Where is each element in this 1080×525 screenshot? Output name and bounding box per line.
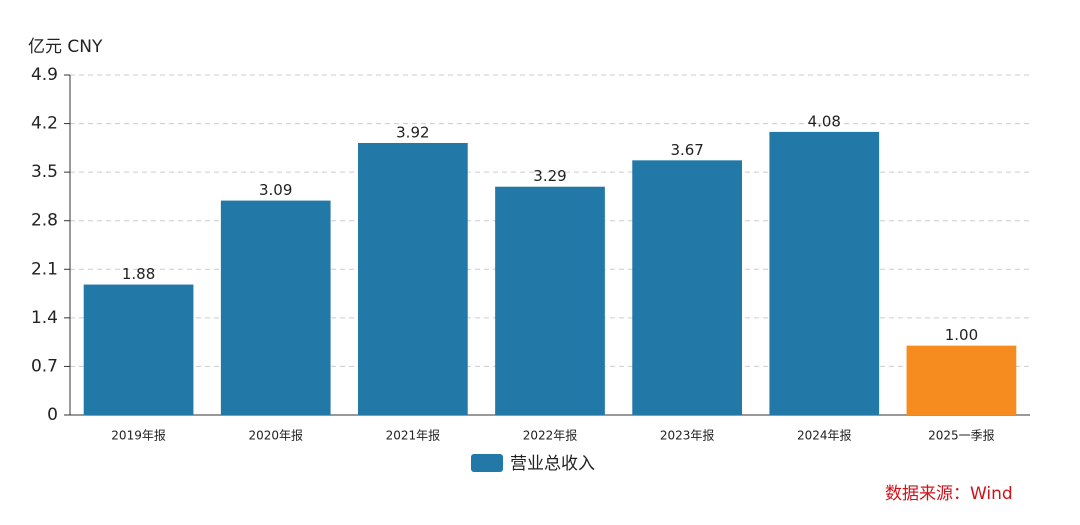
bar — [632, 160, 742, 415]
x-tick-label: 2020年报 — [248, 428, 303, 443]
x-tick-label: 2023年报 — [660, 428, 715, 443]
legend-label: 营业总收入 — [510, 454, 595, 474]
x-tick-label: 2025一季报 — [928, 428, 995, 443]
x-tick-label: 2024年报 — [797, 428, 852, 443]
bar — [358, 143, 468, 415]
value-label: 3.09 — [259, 181, 292, 199]
y-tick-label: 3.5 — [31, 162, 58, 182]
y-tick-label: 1.4 — [31, 308, 58, 328]
y-tick-label: 4.9 — [31, 65, 58, 85]
y-tick-label: 0.7 — [31, 356, 58, 376]
y-tick-label: 2.8 — [31, 211, 58, 231]
bar — [906, 345, 1017, 415]
value-label: 3.67 — [670, 141, 703, 159]
bar — [769, 131, 880, 416]
y-tick-label: 4.2 — [31, 114, 58, 134]
value-label: 1.00 — [945, 326, 978, 344]
y-tick-label: 0 — [47, 405, 58, 425]
bar — [495, 186, 605, 415]
value-label: 1.88 — [122, 265, 155, 283]
source: 数据来源：Wind — [885, 484, 1013, 504]
value-label: 4.08 — [808, 112, 841, 130]
y-axis-label: 亿元 CNY — [28, 37, 103, 57]
x-tick-label: 2022年报 — [523, 428, 578, 443]
bar — [83, 284, 194, 415]
x-tick-label: 2019年报 — [111, 428, 166, 443]
legend-swatch — [471, 454, 503, 472]
value-label: 3.29 — [533, 167, 566, 185]
value-label: 3.92 — [396, 124, 429, 142]
x-tick-label: 2021年报 — [386, 428, 441, 443]
y-tick-label: 2.1 — [31, 259, 58, 279]
bar — [220, 200, 331, 415]
